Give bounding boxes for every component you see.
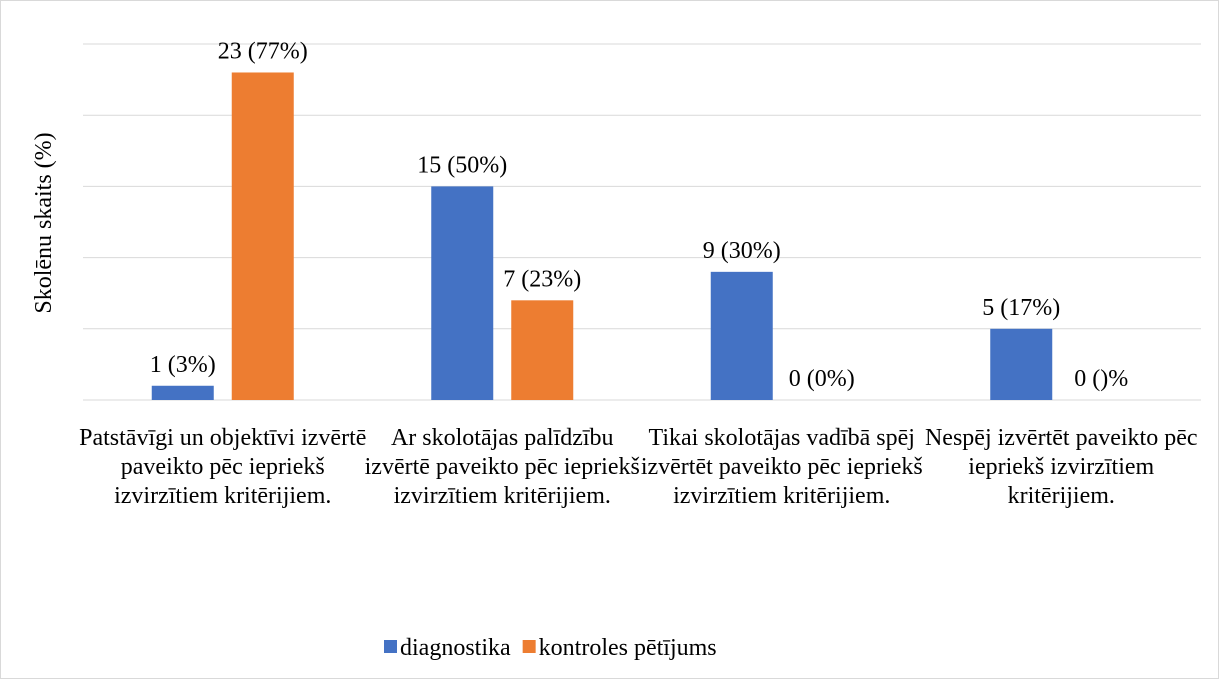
data-label: 1 (3%) bbox=[150, 352, 216, 378]
bar bbox=[431, 186, 494, 400]
legend-label: diagnostika bbox=[400, 635, 511, 661]
legend-swatch bbox=[522, 640, 536, 653]
bar bbox=[710, 271, 773, 400]
bar bbox=[511, 300, 574, 400]
x-tick-label: Ar skolotājas palīdzību izvērtē paveikto… bbox=[364, 425, 640, 509]
x-tick-label: Tikai skolotājas vadībā spēj izvērtēt pa… bbox=[640, 425, 923, 509]
x-tick-label: Patstāvīgi un objektīvi izvērtē paveikto… bbox=[79, 425, 367, 509]
bar bbox=[151, 385, 214, 400]
y-axis-label: Skolēnu skaits (%) bbox=[31, 132, 57, 313]
bar bbox=[231, 72, 294, 400]
data-label: 0 (0%) bbox=[789, 366, 855, 392]
data-label: 9 (30%) bbox=[703, 238, 781, 264]
x-tick-label: Nespēj izvērtēt paveikto pēc iepriekš iz… bbox=[924, 425, 1198, 509]
bar bbox=[990, 328, 1053, 400]
legend-label: kontroles pētījums bbox=[539, 635, 717, 661]
legend-swatch bbox=[384, 640, 397, 653]
data-label: 0 ()% bbox=[1074, 366, 1128, 392]
data-label: 15 (50%) bbox=[417, 152, 507, 178]
data-label: 23 (77%) bbox=[218, 38, 308, 64]
data-label: 5 (17%) bbox=[982, 295, 1060, 321]
data-label: 7 (23%) bbox=[503, 266, 581, 292]
